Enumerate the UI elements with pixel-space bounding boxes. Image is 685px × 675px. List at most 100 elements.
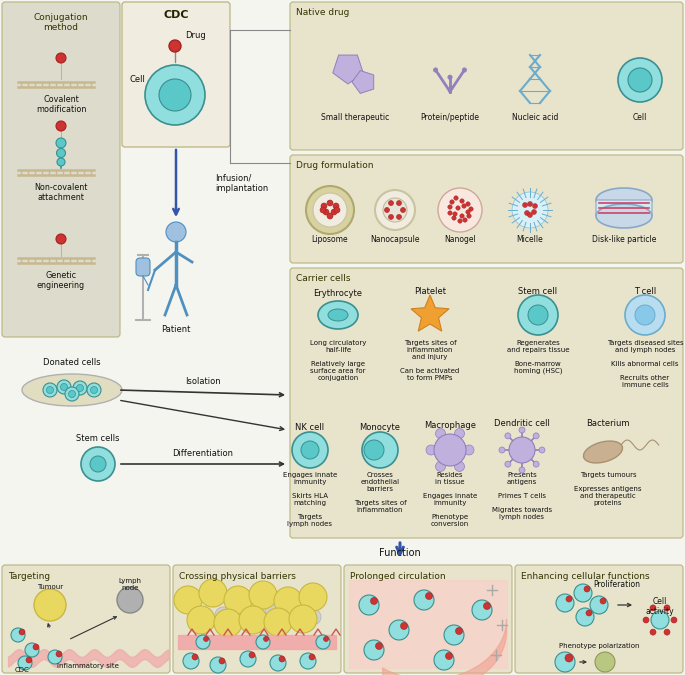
Text: Targets tumours

Expresses antigens
and therapeutic
proteins: Targets tumours Expresses antigens and t…: [574, 472, 642, 506]
Text: Platelet: Platelet: [414, 288, 446, 296]
Circle shape: [362, 432, 398, 468]
Circle shape: [145, 65, 205, 125]
Circle shape: [306, 186, 354, 234]
Text: Drug formulation: Drug formulation: [296, 161, 373, 170]
Circle shape: [300, 653, 316, 669]
Circle shape: [452, 216, 456, 220]
Circle shape: [453, 212, 457, 216]
Ellipse shape: [596, 188, 652, 212]
Circle shape: [333, 203, 339, 209]
Circle shape: [11, 628, 25, 642]
Circle shape: [532, 209, 536, 215]
FancyBboxPatch shape: [290, 2, 683, 150]
Circle shape: [456, 628, 462, 634]
Text: Liposome: Liposome: [312, 236, 348, 244]
Circle shape: [566, 596, 572, 602]
Circle shape: [199, 579, 227, 607]
Circle shape: [264, 608, 292, 636]
FancyBboxPatch shape: [2, 565, 170, 673]
Circle shape: [375, 190, 415, 230]
Circle shape: [533, 461, 539, 467]
Text: Targets diseased sites
and lymph nodes

Kills abnormal cells

Recruits other
imm: Targets diseased sites and lymph nodes K…: [607, 340, 684, 388]
Circle shape: [203, 637, 208, 641]
Text: Nucleic acid: Nucleic acid: [512, 113, 558, 122]
Circle shape: [81, 447, 115, 481]
Circle shape: [279, 656, 285, 662]
Circle shape: [444, 625, 464, 645]
Text: Crossing physical barriers: Crossing physical barriers: [179, 572, 296, 581]
Circle shape: [472, 600, 492, 620]
Circle shape: [48, 650, 62, 664]
Text: Protein/peptide: Protein/peptide: [421, 113, 479, 122]
Circle shape: [292, 432, 328, 468]
Circle shape: [309, 654, 315, 660]
Circle shape: [240, 651, 256, 667]
Circle shape: [239, 606, 267, 634]
Text: Native drug: Native drug: [296, 8, 349, 17]
Text: Long circulatory
half-life

Relatively large
surface area for
conjugation: Long circulatory half-life Relatively la…: [310, 340, 366, 381]
Circle shape: [519, 427, 525, 433]
Text: Monocyte: Monocyte: [360, 423, 401, 433]
Text: Inflammatory site: Inflammatory site: [57, 663, 119, 669]
Circle shape: [414, 590, 434, 610]
Circle shape: [618, 58, 662, 102]
Circle shape: [525, 211, 530, 215]
Circle shape: [56, 234, 66, 244]
Circle shape: [334, 207, 340, 213]
Text: Drug: Drug: [185, 30, 206, 40]
Circle shape: [249, 652, 255, 658]
Circle shape: [73, 381, 87, 395]
Circle shape: [455, 462, 464, 471]
Circle shape: [169, 40, 181, 52]
Circle shape: [401, 207, 406, 213]
Circle shape: [651, 611, 669, 629]
Text: T cell: T cell: [634, 288, 656, 296]
Circle shape: [448, 211, 452, 215]
Circle shape: [469, 207, 473, 211]
Circle shape: [316, 635, 330, 649]
Text: Tumour: Tumour: [37, 584, 63, 590]
Circle shape: [574, 584, 592, 602]
Polygon shape: [352, 71, 374, 93]
Text: Prolonged circulation: Prolonged circulation: [350, 572, 446, 581]
Circle shape: [26, 657, 32, 663]
Circle shape: [635, 305, 655, 325]
Circle shape: [87, 383, 101, 397]
Circle shape: [499, 447, 505, 453]
Circle shape: [56, 651, 62, 657]
Circle shape: [664, 629, 670, 635]
Circle shape: [117, 587, 143, 613]
FancyBboxPatch shape: [344, 565, 512, 673]
Circle shape: [484, 603, 490, 610]
Polygon shape: [411, 295, 449, 331]
Circle shape: [166, 222, 186, 242]
Text: Carrier cells: Carrier cells: [296, 274, 351, 283]
Circle shape: [174, 586, 202, 614]
Text: Bacterium: Bacterium: [586, 419, 630, 429]
Circle shape: [327, 213, 333, 219]
Circle shape: [595, 652, 615, 672]
Text: Lymph
node: Lymph node: [119, 578, 142, 591]
Circle shape: [466, 214, 471, 218]
Circle shape: [650, 605, 656, 611]
Text: Function: Function: [379, 548, 421, 558]
Text: Macrophage: Macrophage: [424, 421, 476, 429]
Circle shape: [532, 203, 538, 209]
Text: Stem cells: Stem cells: [76, 434, 120, 443]
Circle shape: [434, 68, 438, 72]
Circle shape: [215, 607, 231, 623]
Circle shape: [453, 196, 458, 200]
FancyBboxPatch shape: [290, 268, 683, 538]
Text: Isolation: Isolation: [185, 377, 221, 387]
Text: CDC: CDC: [163, 10, 189, 20]
Circle shape: [586, 610, 592, 616]
Circle shape: [57, 380, 71, 394]
Text: Patient: Patient: [161, 325, 190, 334]
Circle shape: [600, 598, 606, 604]
Circle shape: [462, 204, 466, 208]
Text: Donated cells: Donated cells: [43, 358, 101, 367]
Circle shape: [425, 593, 432, 599]
Circle shape: [65, 387, 79, 401]
Text: Proliferation: Proliferation: [593, 580, 640, 589]
Circle shape: [56, 121, 66, 131]
